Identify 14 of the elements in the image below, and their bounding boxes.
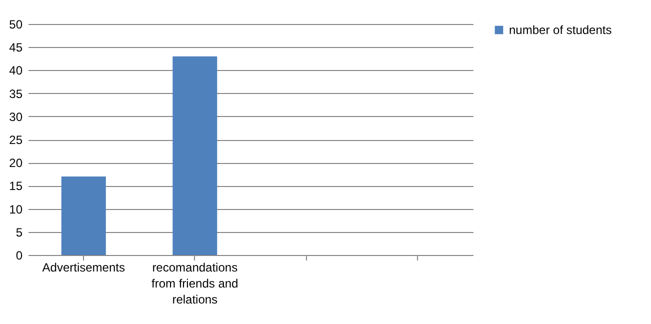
y-tick-label: 45 — [9, 40, 23, 55]
y-tick-label: 35 — [9, 86, 23, 101]
x-tick-label: recomandations from friends and relations — [152, 260, 238, 306]
x-tick-label: Advertisements — [42, 260, 125, 274]
y-tick-label: 0 — [16, 248, 23, 262]
y-tick-label: 30 — [9, 110, 23, 124]
y-tick-label: 40 — [9, 64, 23, 78]
legend-label: number of students — [509, 23, 612, 37]
y-tick-label: 20 — [9, 156, 23, 170]
y-tick-label: 15 — [9, 179, 23, 194]
y-tick-label: 5 — [16, 225, 23, 240]
y-tick-label: 25 — [9, 133, 23, 147]
y-tick-label: 50 — [9, 18, 23, 32]
y-tick-label: 10 — [9, 202, 23, 216]
